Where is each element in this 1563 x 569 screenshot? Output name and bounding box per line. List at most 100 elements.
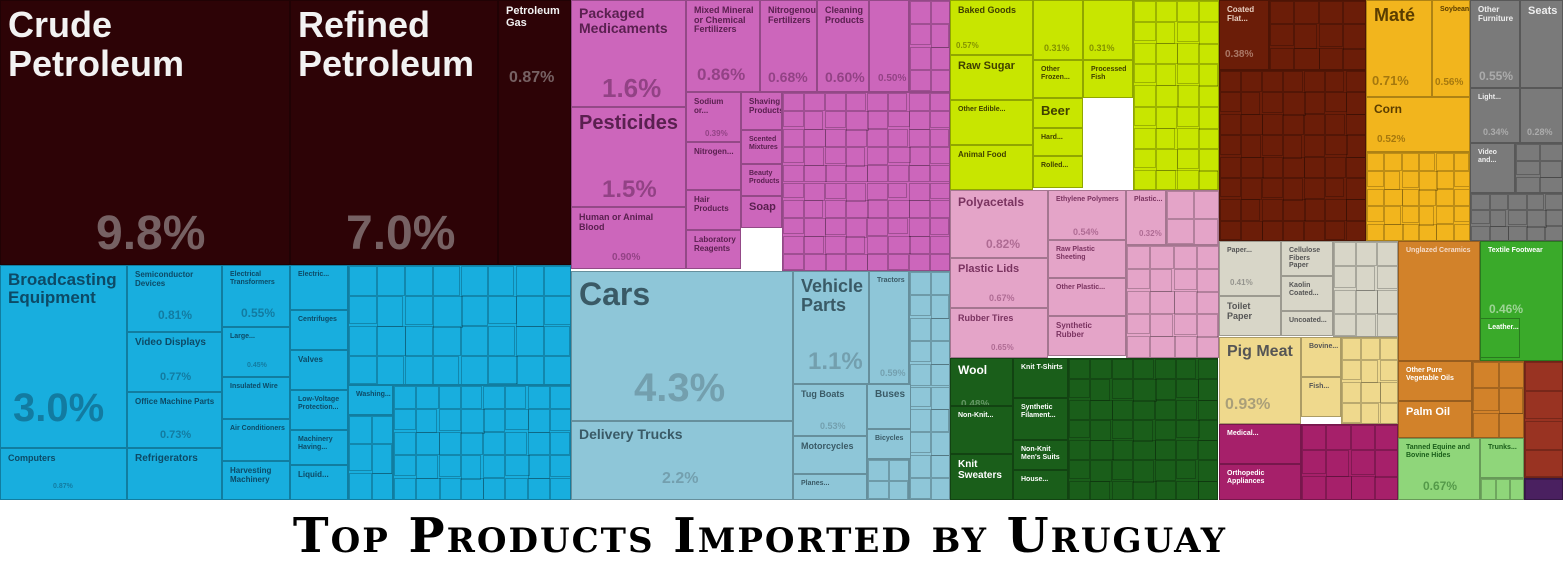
small-product-tile <box>910 363 931 387</box>
product-tile: Soap <box>741 196 782 228</box>
small-products-region <box>1341 337 1398 424</box>
product-label: Plastic Lids <box>958 263 1020 275</box>
small-product-tile <box>1155 43 1178 65</box>
small-products-region <box>1269 0 1366 70</box>
small-product-tile <box>1525 362 1562 392</box>
small-product-tile <box>527 409 550 433</box>
product-tile: Tug Boats 0.53% <box>793 384 867 436</box>
small-product-tile <box>804 218 826 238</box>
product-tile: Crude Petroleum 9.8% <box>0 0 290 265</box>
small-product-tile <box>909 110 930 130</box>
product-tile: Other Edible... <box>950 100 1033 145</box>
product-label: Medical... <box>1227 430 1259 437</box>
product-tile: Seats <box>1520 0 1563 88</box>
small-product-tile <box>868 480 889 499</box>
small-product-tile <box>910 409 931 433</box>
small-product-tile <box>1177 127 1199 149</box>
small-product-tile <box>1220 92 1241 112</box>
small-product-tile <box>1325 220 1345 240</box>
small-product-tile <box>825 164 846 183</box>
product-tile: Non-Knit Men's Suits <box>1013 440 1068 470</box>
small-products-region <box>909 0 950 92</box>
product-label: Seats <box>1528 5 1558 17</box>
small-product-tile <box>1326 450 1349 477</box>
small-products-region <box>1068 358 1218 500</box>
small-product-tile <box>1262 220 1283 240</box>
small-product-tile <box>825 128 846 147</box>
small-product-tile <box>1197 379 1217 401</box>
small-product-tile <box>1155 148 1178 171</box>
product-share: 0.87% <box>53 483 73 490</box>
small-product-tile <box>930 455 949 479</box>
small-product-tile <box>1154 399 1177 420</box>
small-product-tile <box>1196 268 1218 294</box>
small-product-tile <box>930 236 949 255</box>
product-label: Packaged Medicaments <box>579 5 668 37</box>
small-product-tile <box>1198 106 1218 130</box>
small-product-tile <box>1355 290 1379 314</box>
small-product-tile <box>867 254 888 270</box>
small-product-tile <box>1325 71 1344 93</box>
small-product-tile <box>1401 224 1419 240</box>
product-label: Centrifuges <box>298 316 337 323</box>
small-product-tile <box>1401 188 1419 207</box>
product-share: 0.34% <box>1483 127 1509 137</box>
small-product-tile <box>867 146 888 165</box>
small-product-tile <box>1150 313 1173 338</box>
small-product-tile <box>909 128 930 147</box>
small-product-tile <box>910 47 931 70</box>
product-label: Hard... <box>1041 134 1063 141</box>
small-product-tile <box>1453 153 1469 171</box>
product-label: Soybeans <box>1440 6 1470 13</box>
product-share: 0.60% <box>825 69 865 85</box>
product-share: 0.31% <box>1044 43 1070 53</box>
small-product-tile <box>549 432 570 455</box>
product-tile: Bicycles <box>867 429 911 459</box>
small-product-tile <box>1304 220 1325 240</box>
small-product-tile <box>910 70 931 91</box>
small-product-tile <box>1176 480 1199 499</box>
small-product-tile <box>1342 381 1361 404</box>
small-product-tile <box>783 200 804 219</box>
product-label: Rubber Tires <box>958 313 1014 323</box>
small-product-tile <box>1069 480 1091 499</box>
product-label: Broadcasting Equipment <box>8 270 117 308</box>
small-product-tile <box>1325 113 1345 136</box>
small-product-tile <box>1508 194 1527 210</box>
product-label: Synthetic Filament... <box>1021 404 1056 419</box>
small-product-tile <box>1069 379 1091 398</box>
small-product-tile <box>460 455 481 480</box>
small-product-tile <box>1155 85 1179 107</box>
small-product-tile <box>846 254 868 270</box>
small-product-tile <box>1197 480 1217 499</box>
small-product-tile <box>1361 338 1380 360</box>
small-product-tile <box>1473 413 1499 437</box>
small-product-tile <box>460 386 482 409</box>
small-product-tile <box>1350 475 1375 499</box>
small-product-tile <box>1220 199 1241 221</box>
small-product-tile <box>1154 419 1177 441</box>
small-product-tile <box>1196 246 1218 269</box>
small-product-tile <box>1241 92 1260 115</box>
small-product-tile <box>1069 460 1091 479</box>
small-product-tile <box>1334 266 1356 288</box>
small-product-tile <box>1540 177 1562 192</box>
product-tile: Cars 4.3% <box>571 271 793 421</box>
small-product-tile <box>416 386 439 409</box>
small-product-tile <box>483 478 506 499</box>
small-product-tile <box>825 254 846 270</box>
small-product-tile <box>1154 460 1177 481</box>
small-product-tile <box>1436 170 1454 189</box>
small-product-tile <box>432 266 460 296</box>
small-product-tile <box>1374 450 1397 478</box>
product-tile: Cellulose Fibers Paper <box>1281 241 1333 276</box>
small-product-tile <box>1220 113 1241 136</box>
product-share: 0.87% <box>509 69 555 86</box>
small-product-tile <box>930 218 949 236</box>
small-product-tile <box>867 110 888 129</box>
small-product-tile <box>1193 218 1218 244</box>
product-label: Processed Fish <box>1091 66 1127 81</box>
small-product-tile <box>804 236 824 255</box>
small-product-tile <box>1241 220 1263 240</box>
small-product-tile <box>783 164 804 183</box>
